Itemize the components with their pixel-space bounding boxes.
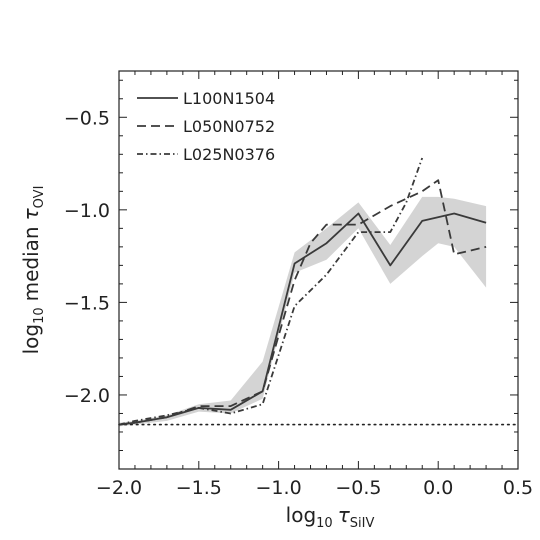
y-tick-label: −1.0 (64, 200, 110, 222)
legend-label: L025N0376 (183, 145, 275, 164)
x-tick-label: −1.0 (256, 477, 302, 499)
confidence-band-layer (119, 196, 487, 427)
x-label-symbol-sub: SiIV (350, 516, 375, 531)
y-tick-label: −1.5 (64, 292, 110, 314)
y-tick-label: −0.5 (64, 107, 110, 129)
plot-frame (118, 70, 519, 470)
tick-layer: −2.0 −1.5 −1.0 −0.5 0.0 0.5 −2.0 −1.5 −1.0 −0.5 (64, 71, 533, 499)
x-tick-label: 0.0 (423, 477, 453, 499)
x-tick-label: 0.5 (503, 477, 533, 499)
legend-label: L050N0752 (183, 117, 275, 136)
y-label-prefix: log (19, 324, 43, 355)
y-label-prefix-sub: 10 (32, 307, 47, 324)
y-axis-label: log10 median τOVI (19, 186, 47, 355)
legend-label: L100N1504 (183, 89, 275, 108)
confidence-band (119, 196, 487, 427)
series-line-L025N0376 (118, 157, 424, 426)
y-tick-label: −2.0 (64, 385, 110, 407)
x-label-prefix-sub: 10 (316, 516, 333, 531)
x-tick-label: −0.5 (335, 477, 381, 499)
x-tick-label: −2.0 (96, 477, 142, 499)
x-label-symbol: τ (338, 503, 351, 527)
x-tick-label: −1.5 (176, 477, 222, 499)
x-label-prefix: log (286, 503, 317, 527)
y-label-symbol-sub: OVI (32, 186, 47, 209)
y-label-word: median (19, 226, 43, 301)
x-axis-label: log10 τSiIV (286, 503, 375, 531)
y-label-symbol: τ (19, 207, 43, 220)
series-layer (118, 157, 487, 426)
legend: L100N1504 L050N0752 L025N0376 (137, 89, 275, 164)
